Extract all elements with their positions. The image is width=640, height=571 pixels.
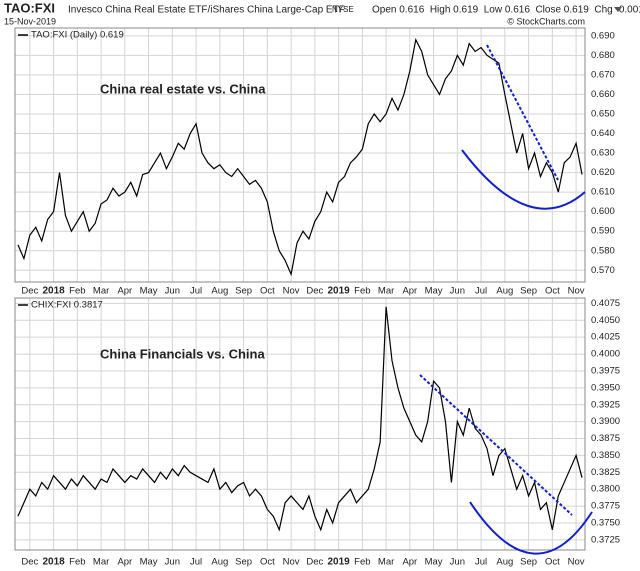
x-tick-label: Feb xyxy=(354,557,370,568)
x-tick-label: Sep xyxy=(235,286,252,297)
y-tick-label: 0.650 xyxy=(591,108,615,119)
x-tick-label: Dec xyxy=(306,557,323,568)
date: 15-Nov-2019 xyxy=(4,16,56,26)
y-tick-label: 0.3950 xyxy=(591,382,620,393)
price-line xyxy=(17,37,583,277)
y-tick-label: 0.4000 xyxy=(591,349,620,360)
x-tick-label: May xyxy=(140,286,158,297)
y-tick-label: 0.3875 xyxy=(591,433,620,444)
annotation: China Financials vs. China xyxy=(100,346,265,361)
legend-label: TAO:FXI (Daily) 0.619 xyxy=(31,30,124,41)
y-tick-label: 0.610 xyxy=(591,187,615,198)
y-tick-label: 0.570 xyxy=(591,265,615,276)
x-tick-label: Jul xyxy=(475,557,487,568)
x-tick-label: Apr xyxy=(402,557,417,568)
y-tick-label: 0.630 xyxy=(591,148,615,159)
price-line xyxy=(17,306,583,532)
x-tick-label: Nov xyxy=(283,557,300,568)
dropdown-icon[interactable] xyxy=(614,7,622,12)
x-tick-label: Feb xyxy=(354,286,370,297)
plot-frame xyxy=(14,297,586,551)
y-tick-label: 0.3900 xyxy=(591,416,620,427)
x-tick-label: Feb xyxy=(69,557,85,568)
y-tick-label: 0.4050 xyxy=(591,315,620,326)
x-tick-label: Aug xyxy=(211,557,228,568)
x-tick-label: Jul xyxy=(190,557,202,568)
y-tick-label: 0.670 xyxy=(591,69,615,80)
x-tick-label: Oct xyxy=(260,286,275,297)
plot-frame xyxy=(14,27,586,283)
y-tick-label: 0.590 xyxy=(591,226,615,237)
x-tick-label: Mar xyxy=(93,286,109,297)
x-tick-label: Dec xyxy=(21,557,38,568)
y-tick-label: 0.3775 xyxy=(591,501,620,512)
y-tick-label: 0.3825 xyxy=(591,467,620,478)
x-tick-label: May xyxy=(140,557,158,568)
x-tick-label: Nov xyxy=(283,286,300,297)
trend-annotation xyxy=(419,374,573,516)
y-tick-label: 0.3975 xyxy=(591,365,620,376)
x-tick-label: Mar xyxy=(93,557,109,568)
x-tick-label: Apr xyxy=(402,286,417,297)
y-tick-label: 0.680 xyxy=(591,50,615,61)
y-tick-label: 0.3850 xyxy=(591,450,620,461)
x-tick-label: Sep xyxy=(235,557,252,568)
exchange: NYSE xyxy=(332,5,354,14)
x-tick-label: May xyxy=(425,557,443,568)
x-tick-label: 2018 xyxy=(42,557,65,568)
y-tick-label: 0.620 xyxy=(591,167,615,178)
x-tick-label: Nov xyxy=(568,286,585,297)
x-tick-label: Feb xyxy=(69,286,85,297)
x-tick-label: Aug xyxy=(211,286,228,297)
legend-label: CHIX:FXI 0.3817 xyxy=(31,300,103,311)
x-tick-label: Mar xyxy=(378,557,394,568)
x-tick-label: Aug xyxy=(496,286,513,297)
trend-annotation xyxy=(461,149,586,210)
y-tick-label: 0.580 xyxy=(591,245,615,256)
trend-annotation xyxy=(469,501,593,555)
x-tick-label: Jun xyxy=(450,557,465,568)
x-tick-label: Dec xyxy=(21,286,38,297)
x-tick-label: May xyxy=(425,286,443,297)
y-tick-label: 0.3750 xyxy=(591,517,620,528)
x-tick-label: Sep xyxy=(520,557,537,568)
x-tick-label: Sep xyxy=(520,286,537,297)
x-tick-label: 2018 xyxy=(42,286,65,297)
y-tick-label: 0.690 xyxy=(591,30,615,41)
x-tick-label: 2019 xyxy=(327,286,350,297)
y-tick-label: 0.660 xyxy=(591,89,615,100)
y-tick-label: 0.3925 xyxy=(591,399,620,410)
x-tick-label: Jul xyxy=(475,286,487,297)
y-tick-label: 0.3800 xyxy=(591,484,620,495)
x-tick-label: Jun xyxy=(165,557,180,568)
y-tick-label: 0.3725 xyxy=(591,534,620,545)
x-tick-label: Aug xyxy=(496,557,513,568)
trend-annotation xyxy=(486,44,559,181)
x-tick-label: Nov xyxy=(568,557,585,568)
y-tick-label: 0.4025 xyxy=(591,332,620,343)
x-tick-label: Apr xyxy=(117,286,132,297)
x-tick-label: Jun xyxy=(450,286,465,297)
description: Invesco China Real Estate ETF/iShares Ch… xyxy=(68,5,345,16)
annotation: China real estate vs. China xyxy=(100,81,266,96)
symbol: TAO:FXI xyxy=(4,0,55,15)
y-tick-label: 0.600 xyxy=(591,206,615,217)
x-tick-label: Oct xyxy=(545,557,560,568)
x-tick-label: Mar xyxy=(378,286,394,297)
x-tick-label: Jun xyxy=(165,286,180,297)
y-tick-label: 0.4075 xyxy=(591,298,620,309)
x-tick-label: Oct xyxy=(545,286,560,297)
x-tick-label: Apr xyxy=(117,557,132,568)
credit: © StockCharts.com xyxy=(507,16,585,26)
y-tick-label: 0.640 xyxy=(591,128,615,139)
x-tick-label: Dec xyxy=(306,286,323,297)
x-tick-label: Oct xyxy=(260,557,275,568)
x-tick-label: Jul xyxy=(190,286,202,297)
x-tick-label: 2019 xyxy=(327,557,350,568)
quote: Open 0.616 High 0.619 Low 0.616 Close 0.… xyxy=(372,5,640,16)
